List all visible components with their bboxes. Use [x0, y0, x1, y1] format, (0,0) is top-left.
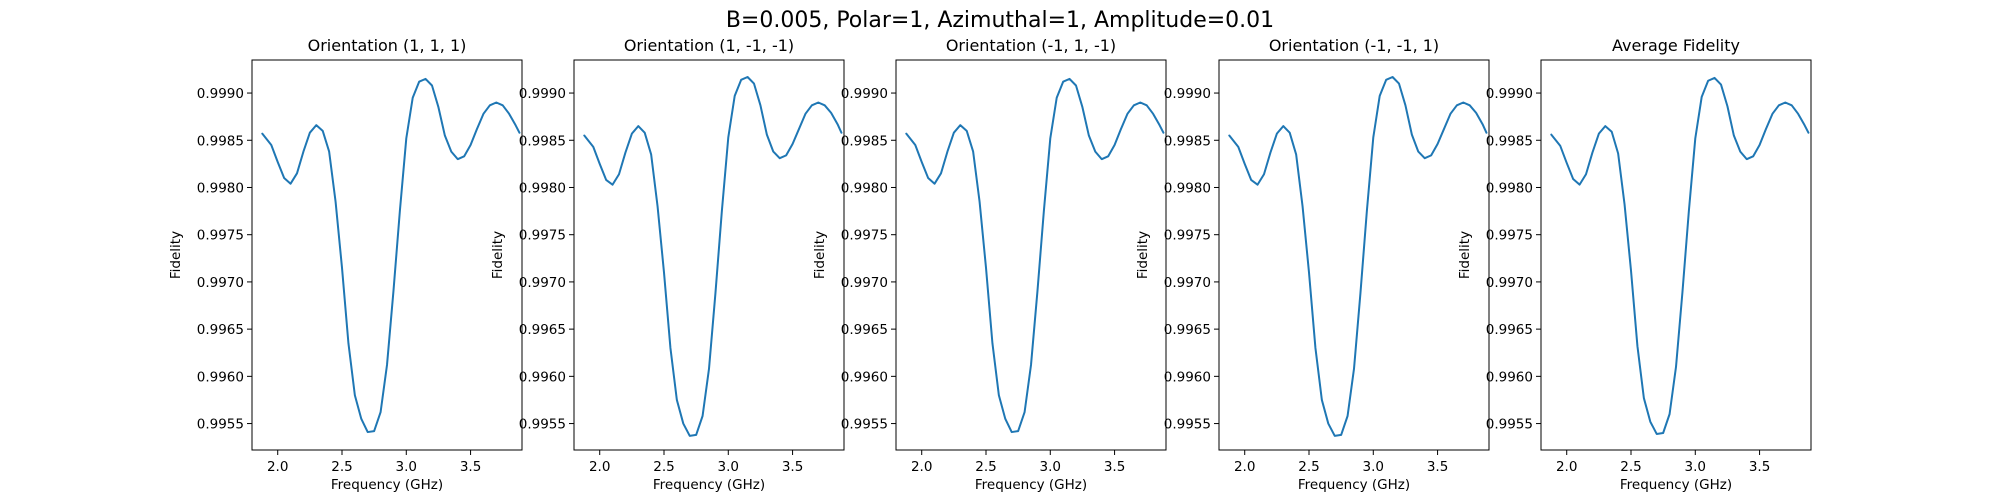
x-tick-label: 2.0	[267, 459, 288, 475]
series-line	[905, 77, 1165, 434]
series-line	[583, 76, 843, 437]
x-axis-label: Frequency (GHz)	[331, 477, 443, 493]
axes-frame	[1218, 59, 1490, 451]
y-tick-label: 0.9985	[1486, 133, 1533, 149]
y-tick-label: 0.9990	[841, 86, 888, 102]
y-tick-label: 0.9965	[841, 322, 888, 338]
subplots: 2.0 2.5 3.0 3.5 0.9955 0.9960 0.9965 0.9970 0.99…	[168, 36, 1812, 493]
y-tick-label: 0.9965	[1486, 322, 1533, 338]
x-tick-label: 3.5	[460, 459, 481, 475]
y-tick-label: 0.9955	[841, 417, 888, 433]
y-tick-label: 0.9990	[1164, 86, 1211, 102]
x-tick-label: 2.5	[331, 459, 352, 475]
x-tick-label: 2.5	[1620, 459, 1641, 475]
axes-frame	[895, 59, 1167, 451]
subplot-title: Average Fidelity	[1612, 36, 1740, 55]
subplot-5: 2.0 2.5 3.0 3.5 0.9955 0.9960 0.9965 0.9970 0.99…	[1457, 36, 1812, 493]
x-tick-label: 2.5	[975, 459, 996, 475]
y-tick-label: 0.9980	[841, 180, 888, 196]
axes-frame	[1540, 59, 1812, 451]
x-axis-label: Frequency (GHz)	[975, 477, 1087, 493]
y-tick-label: 0.9980	[519, 180, 566, 196]
y-tick-label: 0.9955	[519, 417, 566, 433]
y-tick-label: 0.9970	[1164, 275, 1211, 291]
y-tick-label: 0.9965	[519, 322, 566, 338]
x-tick-label: 3.0	[1040, 459, 1061, 475]
y-tick-label: 0.9990	[197, 86, 244, 102]
y-tick-label: 0.9960	[841, 369, 888, 385]
y-tick-label: 0.9965	[197, 322, 244, 338]
axes-frame	[251, 59, 523, 451]
y-tick-label: 0.9975	[1164, 228, 1211, 244]
subplot-4: 2.0 2.5 3.0 3.5 0.9955 0.9960 0.9965 0.9970 0.99…	[1135, 36, 1490, 493]
y-tick-label: 0.9980	[197, 180, 244, 196]
y-tick-label: 0.9985	[841, 133, 888, 149]
x-tick-label: 2.0	[589, 459, 610, 475]
x-axis-label: Frequency (GHz)	[1298, 477, 1410, 493]
x-tick-label: 3.0	[1685, 459, 1706, 475]
y-axis-label: Fidelity	[168, 231, 184, 279]
series-line	[1550, 76, 1810, 435]
x-tick-label: 2.0	[1234, 459, 1255, 475]
axes-frame	[573, 59, 845, 451]
y-tick-label: 0.9955	[1486, 417, 1533, 433]
subplot-title: Orientation (-1, -1, 1)	[1269, 36, 1439, 55]
y-tick-label: 0.9975	[197, 228, 244, 244]
subplot-title: Orientation (-1, 1, -1)	[946, 36, 1116, 55]
y-axis-label: Fidelity	[1135, 231, 1151, 279]
x-axis-label: Frequency (GHz)	[653, 477, 765, 493]
figure-title: B=0.005, Polar=1, Azimuthal=1, Amplitude…	[726, 8, 1274, 33]
subplot-2: 2.0 2.5 3.0 3.5 0.9955 0.9960 0.9965 0.9970 0.99…	[490, 36, 845, 493]
y-tick-label: 0.9960	[1486, 369, 1533, 385]
y-axis-label: Fidelity	[812, 231, 828, 279]
y-tick-label: 0.9980	[1486, 180, 1533, 196]
y-tick-label: 0.9970	[841, 275, 888, 291]
y-tick-label: 0.9970	[519, 275, 566, 291]
y-tick-label: 0.9985	[519, 133, 566, 149]
y-tick-label: 0.9960	[197, 369, 244, 385]
y-axis-label: Fidelity	[490, 231, 506, 279]
x-tick-label: 2.0	[911, 459, 932, 475]
x-tick-label: 3.0	[396, 459, 417, 475]
y-tick-label: 0.9970	[1486, 275, 1533, 291]
y-tick-label: 0.9960	[519, 369, 566, 385]
subplot-1: 2.0 2.5 3.0 3.5 0.9955 0.9960 0.9965 0.9970 0.99…	[168, 36, 523, 493]
y-tick-label: 0.9955	[197, 417, 244, 433]
x-tick-label: 3.5	[782, 459, 803, 475]
subplot-title: Orientation (1, 1, 1)	[308, 36, 467, 55]
y-axis-label: Fidelity	[1457, 231, 1473, 279]
y-tick-label: 0.9975	[1486, 228, 1533, 244]
series-line	[261, 77, 521, 434]
y-tick-label: 0.9975	[519, 228, 566, 244]
y-tick-label: 0.9955	[1164, 417, 1211, 433]
x-tick-label: 3.5	[1749, 459, 1770, 475]
x-tick-label: 3.0	[1363, 459, 1384, 475]
x-tick-label: 2.5	[1298, 459, 1319, 475]
x-tick-label: 2.5	[653, 459, 674, 475]
y-tick-label: 0.9990	[1486, 86, 1533, 102]
y-tick-label: 0.9970	[197, 275, 244, 291]
x-tick-label: 2.0	[1556, 459, 1577, 475]
subplot-3: 2.0 2.5 3.0 3.5 0.9955 0.9960 0.9965 0.9970 0.99…	[812, 36, 1167, 493]
y-tick-label: 0.9990	[519, 86, 566, 102]
x-tick-label: 3.5	[1427, 459, 1448, 475]
y-tick-label: 0.9975	[841, 228, 888, 244]
x-tick-label: 3.5	[1104, 459, 1125, 475]
series-line	[1228, 76, 1488, 437]
y-tick-label: 0.9985	[197, 133, 244, 149]
x-tick-label: 3.0	[718, 459, 739, 475]
x-axis-label: Frequency (GHz)	[1620, 477, 1732, 493]
y-tick-label: 0.9980	[1164, 180, 1211, 196]
subplot-title: Orientation (1, -1, -1)	[624, 36, 794, 55]
y-tick-label: 0.9960	[1164, 369, 1211, 385]
y-tick-label: 0.9965	[1164, 322, 1211, 338]
y-tick-label: 0.9985	[1164, 133, 1211, 149]
